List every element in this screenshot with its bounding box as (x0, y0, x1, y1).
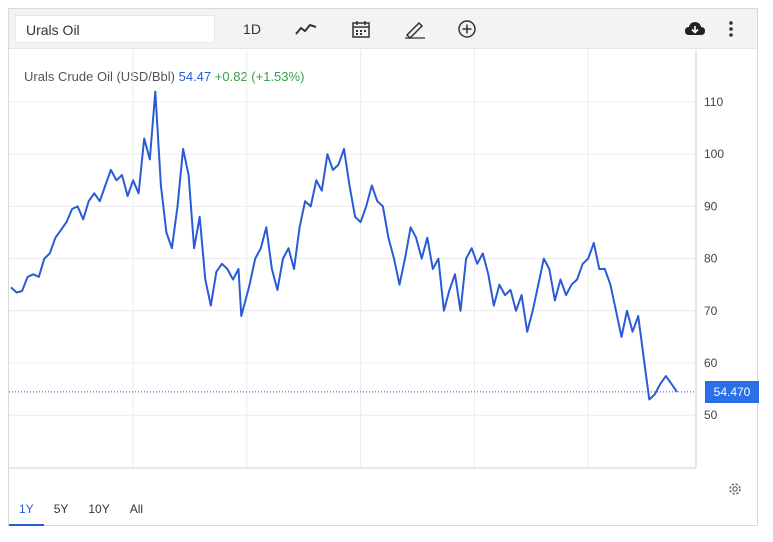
toolbar: Urals Oil 1D (9, 9, 757, 49)
chart-widget: Urals Oil 1D (8, 8, 759, 528)
last-price-badge: 54.470 (705, 380, 759, 403)
pencil-icon[interactable] (403, 17, 427, 41)
symbol-search-input[interactable]: Urals Oil (15, 15, 215, 43)
series-line (10, 90, 678, 401)
y-tick-label: 60 (704, 356, 718, 370)
range-button-5y[interactable]: 5Y (53, 502, 69, 516)
y-axis: 50 60 70 80 90 100 110 (695, 50, 724, 468)
calendar-icon[interactable] (349, 17, 373, 41)
y-tick-label: 70 (704, 304, 718, 318)
line-chart-icon[interactable] (294, 17, 318, 41)
y-tick-label: 50 (704, 408, 718, 422)
range-selector: 1Y 5Y 10Y All (9, 494, 153, 528)
range-button-all[interactable]: All (129, 502, 144, 516)
price-change: +0.82 (+1.53%) (214, 69, 305, 84)
grid (9, 50, 696, 468)
range-button-1y[interactable]: 1Y (9, 494, 44, 526)
chart-title: Urals Crude Oil (USD/Bbl) 54.47 +0.82 (+… (24, 69, 304, 84)
interval-button[interactable]: 1D (243, 21, 261, 37)
instrument-name: Urals Crude Oil (USD/Bbl) (24, 69, 175, 84)
y-tick-label: 100 (704, 147, 724, 161)
range-button-10y[interactable]: 10Y (88, 502, 110, 516)
y-tick-label: 80 (704, 252, 718, 266)
x-axis: MarMayJulSepNov (9, 467, 696, 469)
more-vertical-icon[interactable] (723, 17, 739, 41)
last-price: 54.47 (178, 69, 212, 84)
price-chart[interactable]: 50 60 70 80 90 100 110 MarMayJulSepNov (9, 50, 757, 470)
plus-circle-icon[interactable] (455, 17, 479, 41)
series-layer (9, 90, 696, 401)
gear-icon[interactable] (727, 481, 743, 497)
y-tick-label: 90 (704, 199, 718, 213)
cloud-download-icon[interactable] (683, 17, 707, 41)
y-tick-label: 110 (704, 95, 723, 109)
